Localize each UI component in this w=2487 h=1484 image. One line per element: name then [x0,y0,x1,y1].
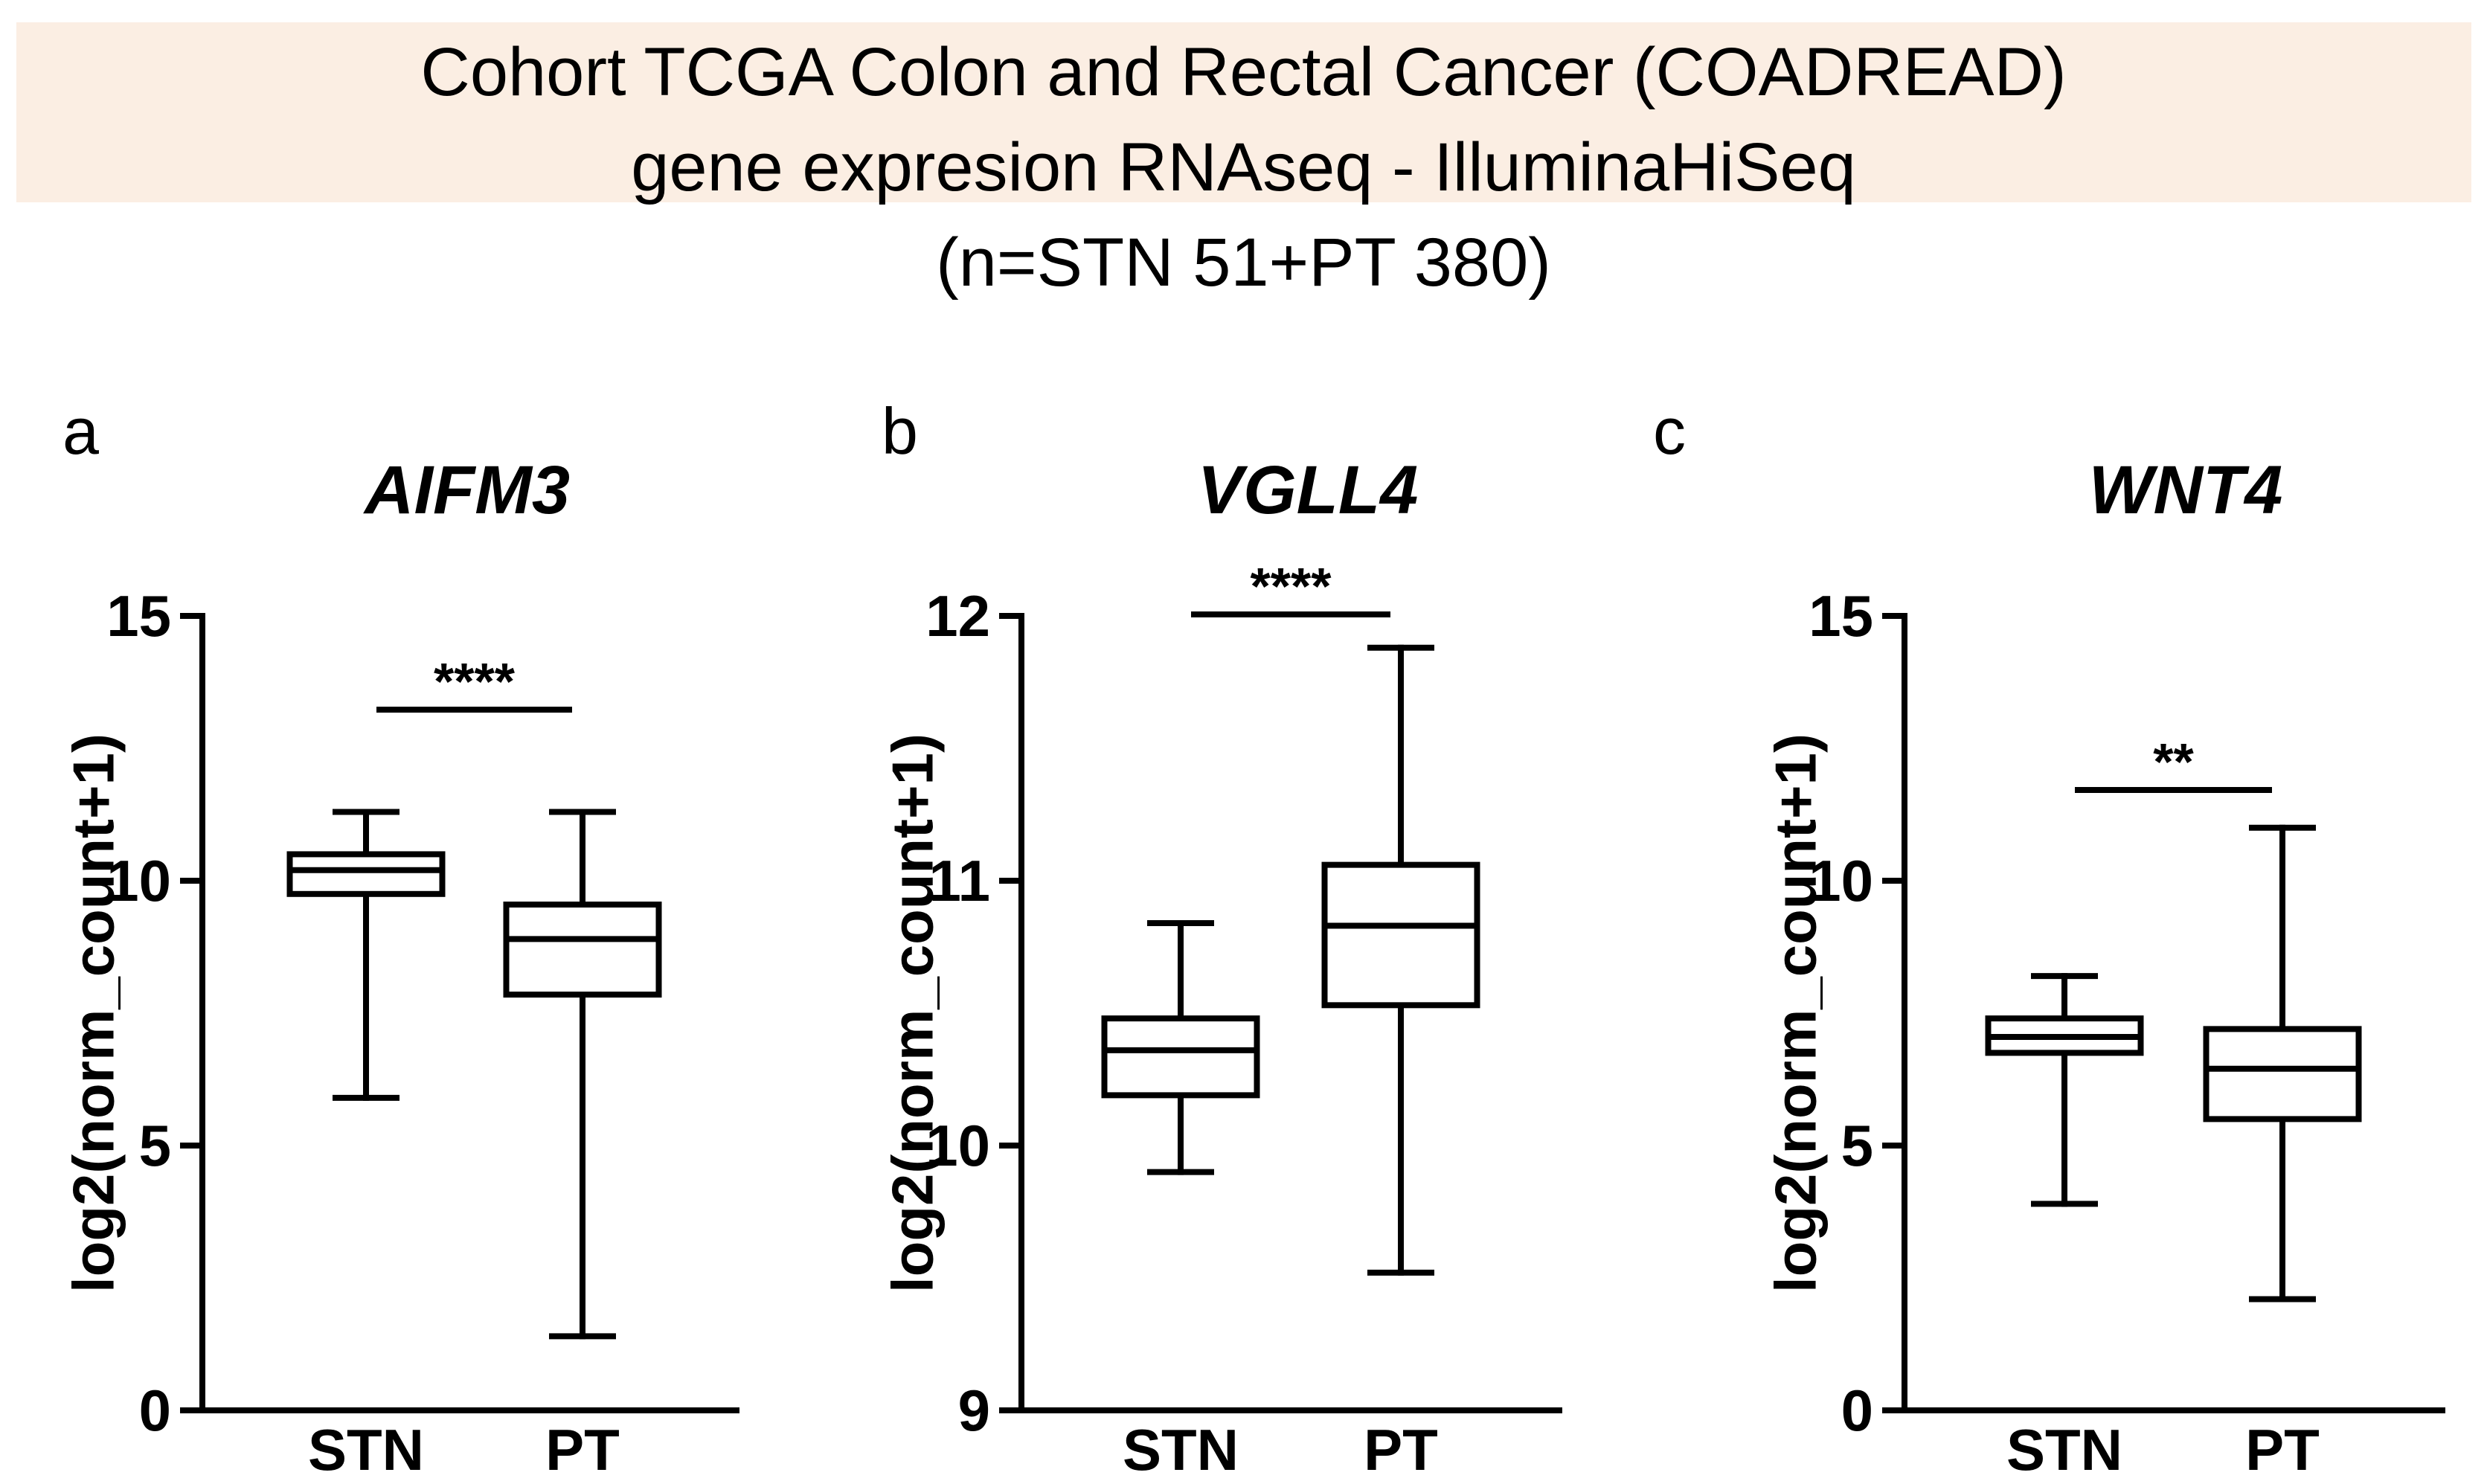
y-tick-label-a-2: 10 [106,848,171,913]
y-tick-label-c-3: 15 [1809,583,1873,649]
box-b-stn [1101,1015,1260,1099]
panel-letter-a: a [62,394,99,468]
y-tick-label-b-2: 11 [929,848,990,913]
y-tick-label-c-2: 10 [1809,848,1873,913]
box-c-pt [2203,1026,2362,1122]
significance-label-a: **** [434,652,516,710]
panel-title-c: WNT4 [2089,452,2283,528]
panel-title-b: VGLL4 [1198,452,1418,528]
y-tick-label-b-1: 10 [925,1113,990,1178]
x-tick-label-b-pt: PT [1364,1417,1438,1483]
figure-title-line-1: Cohort TCGA Colon and Rectal Cancer (COA… [420,34,2067,110]
y-tick-label-c-1: 5 [1841,1113,1873,1178]
x-tick-label-c-pt: PT [2245,1417,2320,1483]
y-tick-label-a-3: 15 [106,583,171,649]
significance-label-b: **** [1251,557,1332,615]
panel-letter-c: c [1653,394,1686,468]
box-a-pt [503,902,662,998]
figure-title-line-2: gene expresion RNAseq - IlluminaHiSeq [631,129,1856,205]
x-tick-label-a-stn: STN [308,1417,424,1483]
panel-title-a: AIFM3 [363,452,570,528]
title-band [16,22,2471,202]
y-axis-label-a: log2(norm_count+1) [61,733,126,1293]
box-b-pt [1321,861,1480,1009]
x-tick-label-b-stn: STN [1123,1417,1239,1483]
x-tick-label-a-pt: PT [545,1417,620,1483]
y-tick-label-b-0: 9 [958,1378,990,1443]
y-tick-label-c-0: 0 [1841,1378,1873,1443]
figure-title-line-3: (n=STN 51+PT 380) [936,225,1551,301]
panel-letter-b: b [882,394,918,468]
y-tick-label-b-3: 12 [925,583,990,649]
y-tick-label-a-1: 5 [139,1113,171,1178]
box-a-stn [286,851,446,897]
x-tick-label-c-stn: STN [2006,1417,2122,1483]
y-axis-label-c: log2(norm_count+1) [1763,733,1829,1293]
y-tick-label-a-0: 0 [139,1378,171,1443]
significance-label-c: ** [2153,733,2194,791]
y-axis-label-b: log2(norm_count+1) [880,733,946,1293]
